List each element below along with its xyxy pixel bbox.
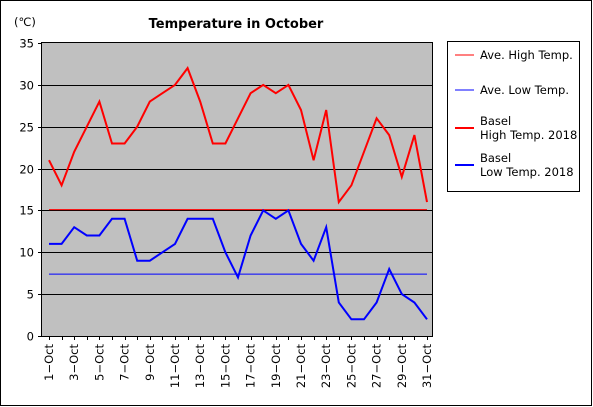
- x-tick-label: 3−Oct: [67, 344, 81, 381]
- x-tick-label: 1−Oct: [42, 344, 56, 381]
- y-tick-label: 15: [19, 204, 34, 218]
- y-axis: 0 5 10 15 20 25 30 35: [19, 37, 42, 344]
- legend-label: Ave. Low Temp.: [480, 83, 569, 97]
- legend-label: Ave. High Temp.: [480, 48, 573, 62]
- x-tick-label: 25−Oct: [344, 344, 358, 389]
- y-tick-label: 0: [27, 330, 34, 344]
- x-tick-label: 9−Oct: [143, 344, 157, 381]
- chart-title: Temperature in October: [149, 17, 324, 32]
- x-tick-label: 21−Oct: [294, 344, 308, 389]
- x-tick-label: 23−Oct: [319, 344, 333, 389]
- y-tick-label: 5: [27, 288, 34, 302]
- legend-label: Basel: [480, 151, 511, 165]
- y-tick-label: 25: [19, 121, 34, 135]
- y-tick-label: 10: [19, 246, 34, 260]
- x-tick-label: 27−Oct: [370, 344, 384, 389]
- series-line: [48, 66, 428, 205]
- x-tick-label: 31−Oct: [420, 344, 434, 389]
- x-tick-label: 7−Oct: [118, 344, 132, 381]
- x-tick-label: 11−Oct: [168, 344, 182, 389]
- legend-label: Basel: [480, 114, 511, 128]
- y-tick-label: 20: [19, 163, 34, 177]
- x-tick-label: 19−Oct: [269, 344, 283, 389]
- unit-label: (℃): [14, 15, 36, 29]
- x-tick-label: 13−Oct: [193, 344, 207, 389]
- x-axis: 1−Oct 3−Oct 5−Oct 7−Oct 9−Oct 11−Oct 13−Oct 15−…: [42, 336, 434, 388]
- plot-area: [41, 42, 433, 337]
- x-tick-label: 15−Oct: [218, 344, 232, 389]
- legend-box: [447, 41, 580, 192]
- legend-label: Low Temp. 2018: [480, 165, 574, 179]
- y-tick-label: 30: [19, 79, 34, 93]
- x-tick-label: 29−Oct: [395, 344, 409, 389]
- x-tick-label: 17−Oct: [244, 344, 258, 389]
- x-tick-label: 5−Oct: [92, 344, 106, 381]
- series-lines: [48, 66, 428, 321]
- series-line: [49, 208, 428, 321]
- legend-label: High Temp. 2018: [480, 128, 577, 142]
- y-tick-label: 35: [19, 37, 34, 51]
